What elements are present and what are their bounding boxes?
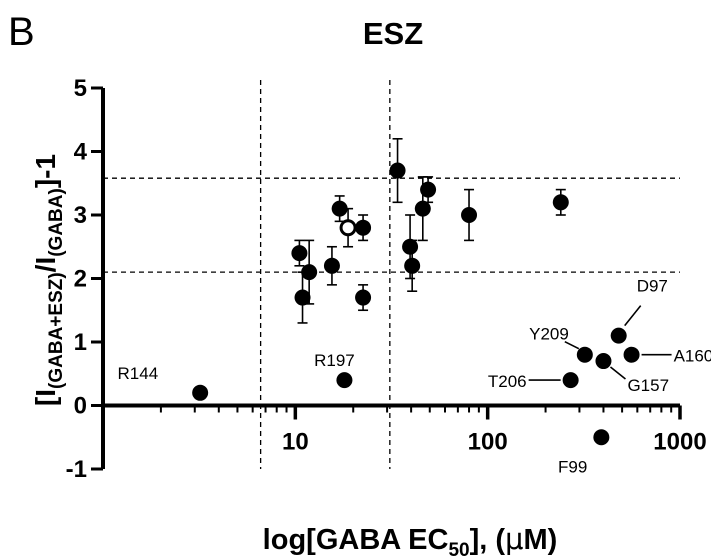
- label-leader-line: [624, 305, 642, 327]
- data-point: [414, 200, 431, 217]
- data-point: [389, 162, 406, 179]
- data-point: [595, 353, 612, 370]
- y-tick-label: 1: [74, 329, 87, 356]
- data-point: [404, 257, 421, 274]
- point-label: R197: [314, 351, 355, 370]
- ticks: -1 0 1 2 3 4 5 10 100 1000: [66, 75, 707, 483]
- data-point: [331, 200, 348, 217]
- data-point: [323, 257, 340, 274]
- data-point: [336, 372, 353, 389]
- y-tick-label: 4: [74, 139, 88, 166]
- data-point: [552, 194, 569, 211]
- point-labels: R144 R197 T206 Y209 G157 D97 A160 F99: [118, 277, 711, 477]
- y-tick-label: 0: [74, 393, 87, 420]
- axes: [101, 88, 680, 469]
- x-tick-label: 1000: [653, 429, 706, 456]
- data-point: [355, 219, 372, 236]
- chart-title: ESZ: [363, 16, 423, 51]
- panel-letter: B: [8, 10, 35, 54]
- x-tick-label: 100: [468, 429, 508, 456]
- point-label: F99: [558, 457, 587, 476]
- data-point: [562, 372, 579, 389]
- data-point: [593, 429, 610, 446]
- data-point: [623, 346, 640, 363]
- x-tick-label: 10: [282, 429, 309, 456]
- point-label: G157: [627, 376, 669, 395]
- data-point: [355, 289, 372, 306]
- data-point: [461, 207, 478, 223]
- y-tick-label: 3: [74, 202, 87, 229]
- data-point: [576, 346, 593, 363]
- data-point: [402, 238, 419, 255]
- label-leader-line: [609, 366, 626, 380]
- reference-lines: [103, 80, 680, 469]
- x-axis-title: log[GABA EC50], (μM): [263, 522, 558, 557]
- point-label: Y209: [529, 325, 569, 344]
- data-point: [192, 384, 209, 401]
- point-label: D97: [637, 277, 668, 296]
- open-data-point: [339, 219, 357, 237]
- data-point: [294, 289, 311, 306]
- y-axis-title: [I(GABA+ESZ)/I(GABA)]-1: [30, 154, 67, 406]
- data-point: [301, 264, 318, 281]
- point-label: A160: [674, 347, 711, 366]
- data-points: [192, 138, 640, 446]
- y-tick-label: 5: [74, 75, 87, 102]
- y-tick-label: -1: [66, 456, 87, 483]
- point-label: R144: [118, 364, 159, 383]
- y-tick-label: 2: [74, 266, 87, 293]
- point-label: T206: [488, 372, 527, 391]
- data-point: [610, 327, 627, 344]
- data-point: [291, 245, 308, 262]
- data-point: [420, 181, 437, 198]
- label-leader-line: [564, 340, 580, 350]
